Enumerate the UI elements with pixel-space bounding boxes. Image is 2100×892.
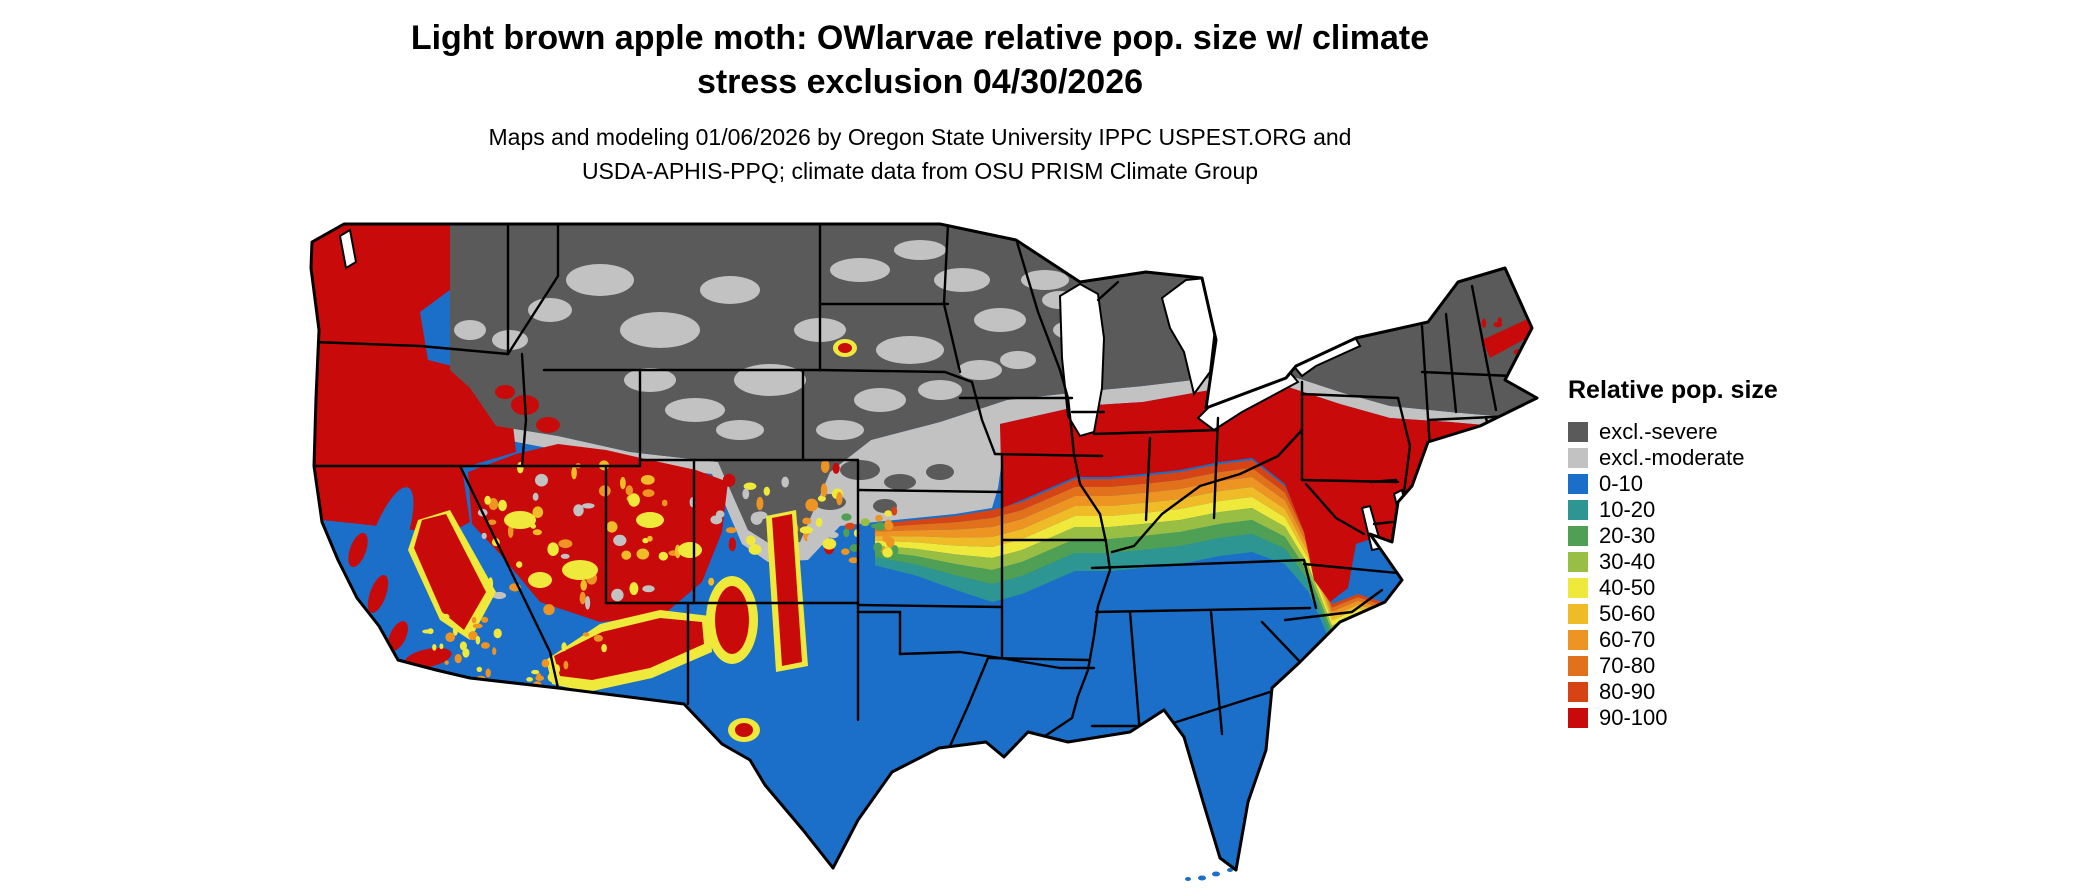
legend-swatch <box>1568 708 1588 728</box>
legend-item: 20-30 <box>1568 523 1888 549</box>
legend-swatch <box>1568 552 1588 572</box>
legend-swatch <box>1568 422 1588 442</box>
legend-item-label: 10-20 <box>1599 497 1656 522</box>
legend-item-label: 30-40 <box>1599 549 1656 574</box>
legend-item: 80-90 <box>1568 679 1888 705</box>
us-map-svg <box>309 222 1539 881</box>
legend-swatch <box>1568 630 1588 650</box>
legend-item: 50-60 <box>1568 601 1888 627</box>
legend-item: 10-20 <box>1568 497 1888 523</box>
legend-title: Relative pop. size <box>1568 376 1778 404</box>
legend-swatch <box>1568 682 1588 702</box>
map-subtitle-line1: Maps and modeling 01/06/2026 by Oregon S… <box>488 124 1352 150</box>
map-title: Light brown apple moth: OWlarvae relativ… <box>0 16 1840 104</box>
legend-item-label: 20-30 <box>1599 523 1656 548</box>
legend-item-label: excl.-severe <box>1599 419 1718 444</box>
map-title-line1: Light brown apple moth: OWlarvae relativ… <box>410 19 1430 57</box>
legend-item: 0-10 <box>1568 471 1888 497</box>
legend-item-label: 70-80 <box>1599 653 1656 678</box>
legend-item-label: 80-90 <box>1599 679 1656 704</box>
legend-item-label: 50-60 <box>1599 601 1656 626</box>
legend: Relative pop. size excl.-severe excl.-mod… <box>1568 376 1888 731</box>
legend-item-label: 0-10 <box>1599 471 1644 496</box>
legend-item-label: excl.-moderate <box>1599 445 1745 470</box>
legend-item-label: 40-50 <box>1599 575 1656 600</box>
legend-item: 90-100 <box>1568 705 1888 731</box>
legend-item: 30-40 <box>1568 549 1888 575</box>
legend-swatch <box>1568 604 1588 624</box>
map-title-line2: stress exclusion 04/30/2026 <box>696 63 1144 101</box>
legend-swatch <box>1568 526 1588 546</box>
legend-items: excl.-severe excl.-moderate 0-10 10-20 20-30… <box>1568 419 1888 731</box>
legend-item: excl.-moderate <box>1568 445 1888 471</box>
legend-item-label: 60-70 <box>1599 627 1656 652</box>
legend-item: excl.-severe <box>1568 419 1888 445</box>
legend-swatch <box>1568 448 1588 468</box>
legend-swatch <box>1568 474 1588 494</box>
map-subtitle-line2: USDA-APHIS-PPQ; climate data from OSU PR… <box>581 158 1259 184</box>
legend-item-label: 90-100 <box>1599 705 1668 730</box>
legend-item: 70-80 <box>1568 653 1888 679</box>
us-map <box>300 220 1540 882</box>
legend-swatch <box>1568 578 1588 598</box>
legend-swatch <box>1568 500 1588 520</box>
legend-item: 40-50 <box>1568 575 1888 601</box>
legend-swatch <box>1568 656 1588 676</box>
legend-item: 60-70 <box>1568 627 1888 653</box>
map-subtitle: Maps and modeling 01/06/2026 by Oregon S… <box>0 120 1840 188</box>
figure-header: Light brown apple moth: OWlarvae relativ… <box>0 16 1840 188</box>
